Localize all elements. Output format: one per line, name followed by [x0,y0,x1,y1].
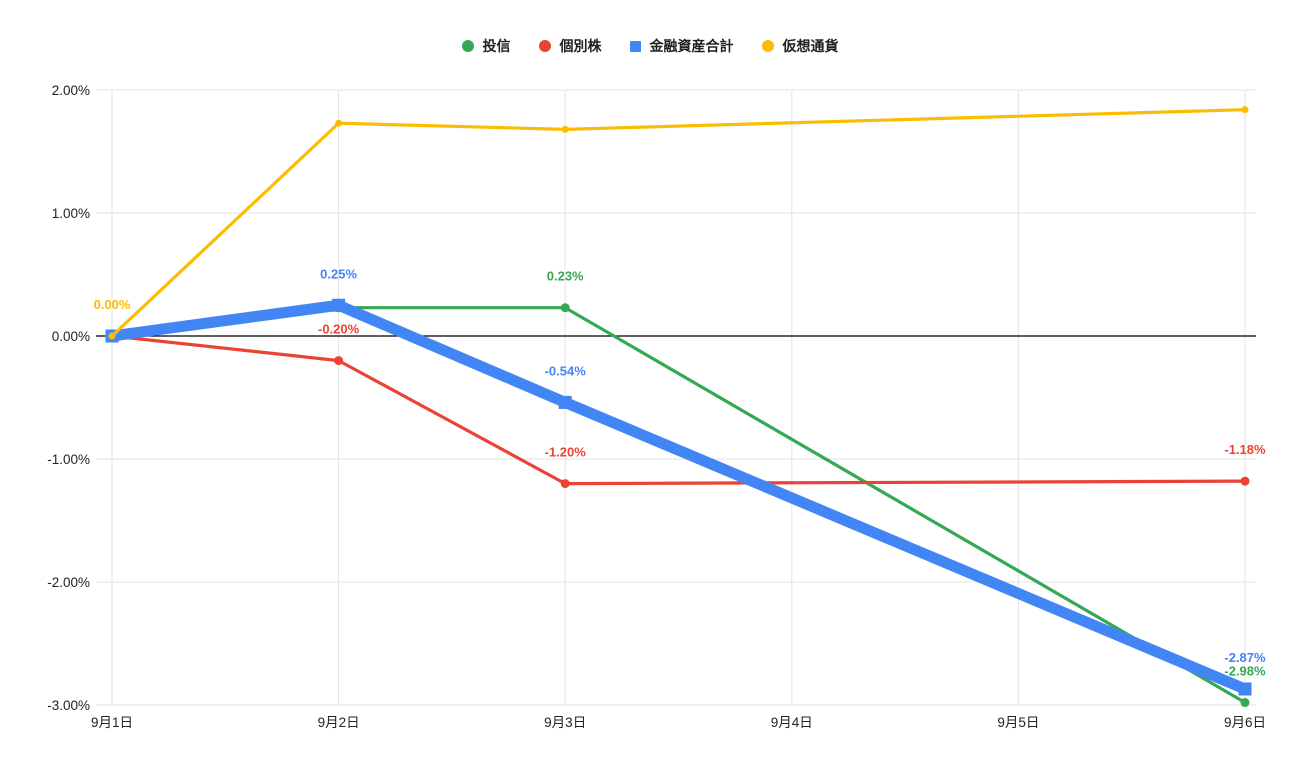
x-axis-tick-label: 9月4日 [771,715,813,730]
data-point-marker [1238,682,1252,696]
y-axis-tick-label: -3.00% [47,698,90,713]
data-point-marker [1240,476,1250,486]
legend-swatch-circle-icon [461,40,474,52]
data-point-marker [335,119,343,127]
data-point-label: 0.23% [547,269,584,284]
legend-label: 個別株 [559,38,602,54]
data-point-marker [560,479,570,489]
legend-item-1[interactable]: 個別株 [538,36,602,56]
data-point-marker [1240,698,1250,708]
series-line-2 [111,299,1248,695]
y-axis-tick-label: 1.00% [52,206,90,221]
y-axis-tick-label: 0.00% [52,329,90,344]
legend-item-2[interactable]: 金融資産合計 [629,36,734,56]
x-axis-tick-label: 9月6日 [1224,715,1266,730]
data-point-marker [1241,106,1249,114]
y-axis-tick-label: 2.00% [52,83,90,98]
data-point-marker [334,356,344,366]
series-line-0 [111,306,1246,704]
legend-item-3[interactable]: 仮想通貨 [761,36,839,56]
x-axis-tick-label: 9月2日 [318,715,360,730]
legend-swatch-circle-icon [538,40,551,52]
y-axis-tick-label: -2.00% [47,575,90,590]
legend-swatch-circle-icon [761,40,774,52]
data-point-label: -1.18% [1224,442,1266,457]
data-point-label: -0.54% [545,363,587,378]
data-point-marker [558,395,572,409]
data-point-label: -1.20% [545,445,587,460]
data-point-label: 0.25% [320,266,357,281]
x-axis-tick-label: 9月3日 [544,715,586,730]
data-point-label: 0.00% [94,297,131,312]
data-point-marker [561,125,569,133]
data-point-label: -2.98% [1224,664,1266,679]
data-point-marker [332,298,346,312]
x-axis-tick-label: 9月5日 [997,715,1039,730]
legend-item-0[interactable]: 投信 [461,36,511,56]
series-line-3 [110,108,1246,338]
series-line-1 [111,334,1246,486]
data-point-label: -0.20% [318,322,360,337]
legend-label: 金融資産合計 [649,38,734,54]
data-point-marker [560,303,570,313]
y-axis-tick-label: -1.00% [47,452,90,467]
legend-label: 仮想通貨 [782,38,839,54]
data-point-marker [108,332,116,340]
chart-legend: 投信 個別株 金融資産合計 仮想通貨 [0,36,1300,56]
legend-label: 投信 [482,38,511,54]
legend-swatch-square-icon [629,40,641,52]
data-point-label: -2.87% [1224,650,1266,665]
x-axis-tick-label: 9月1日 [91,715,133,730]
